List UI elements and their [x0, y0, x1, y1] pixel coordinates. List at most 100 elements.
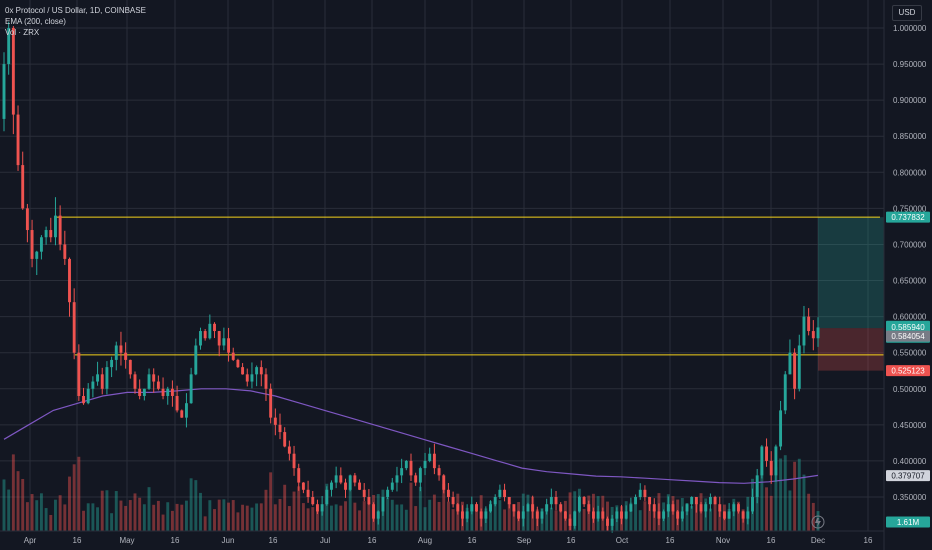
volume-bar: [507, 502, 511, 531]
candle-body: [559, 504, 563, 512]
candle-body: [521, 511, 525, 519]
candle-body: [418, 468, 422, 483]
volume-bar: [423, 507, 427, 531]
volume-bar: [161, 514, 165, 531]
time-tick-label: Jun: [222, 536, 235, 545]
candle-body: [49, 230, 53, 238]
candle-body: [124, 352, 128, 360]
grid-lines: [0, 0, 884, 531]
currency-label[interactable]: USD: [892, 5, 922, 21]
volume-bar: [147, 487, 151, 531]
volume-bar: [72, 464, 76, 531]
candle-body: [769, 460, 773, 476]
volume-indicator-label[interactable]: Vol · ZRX: [5, 28, 40, 37]
volume-bar: [77, 456, 81, 531]
candle-body: [297, 468, 301, 483]
replay-icon[interactable]: [811, 515, 825, 529]
candle-body: [797, 345, 801, 389]
volume-bar: [142, 504, 146, 531]
candle-body: [545, 504, 549, 512]
candle-body: [269, 388, 273, 418]
volume-bar: [114, 491, 118, 531]
volume-bar: [236, 512, 240, 531]
candle-body: [320, 504, 324, 512]
volume-bar: [400, 504, 404, 531]
candle-body: [446, 489, 450, 497]
candle-body: [643, 489, 647, 497]
volume-bar: [470, 505, 474, 531]
ema-indicator-label[interactable]: EMA (200, close): [5, 17, 66, 26]
candle-body: [624, 511, 628, 519]
candle-body: [563, 511, 567, 519]
candle-body: [456, 504, 460, 512]
candle-body: [802, 316, 806, 346]
price-axis[interactable]: 1.000000 0.950000 0.900000 0.850000 0.800000…: [893, 24, 927, 502]
volume-bar: [208, 500, 212, 531]
candle-body: [306, 489, 310, 497]
price-tick-label: 0.550000: [893, 349, 927, 358]
candle-body: [2, 64, 6, 119]
candle-body: [811, 331, 815, 339]
price-tick-label: 0.700000: [893, 240, 927, 249]
volume-bar: [264, 489, 268, 531]
volume-bar: [685, 503, 689, 531]
candle-body: [783, 374, 787, 411]
candle-body: [484, 511, 488, 519]
candle-body: [657, 511, 661, 519]
current-price-text: 0.585940: [891, 323, 925, 332]
entry-price-badge-text: 0.584054: [891, 332, 925, 341]
candle-body: [531, 504, 535, 512]
volume-bar: [152, 504, 156, 531]
candle-body: [816, 327, 820, 339]
volume-bar: [428, 499, 432, 531]
candle-body: [540, 511, 544, 519]
volume-bar: [353, 502, 357, 531]
target-price-badge-bg: [886, 211, 930, 223]
candle-body: [451, 497, 455, 505]
time-tick-label: 16: [269, 536, 278, 545]
volume-bar: [124, 505, 128, 531]
candle-body: [755, 475, 759, 497]
candle-body: [704, 504, 708, 512]
volume-bar: [128, 500, 132, 531]
volume-bar: [278, 498, 282, 531]
candle-body: [353, 475, 357, 483]
candle-body: [217, 331, 221, 346]
candle-body: [245, 374, 249, 382]
candle-body: [348, 475, 352, 490]
price-tick-label: 0.400000: [893, 457, 927, 466]
candle-body: [414, 475, 418, 483]
price-tick-label: 0.800000: [893, 168, 927, 177]
price-tick-label: 0.600000: [893, 313, 927, 322]
volume-bar: [203, 516, 207, 531]
candle-body: [713, 497, 717, 505]
candle-body: [68, 258, 71, 303]
candle-body: [358, 482, 361, 490]
candle-body: [746, 511, 750, 519]
candle-body: [25, 208, 29, 231]
symbol-title[interactable]: 0x Protocol / US Dollar, 1D, COINBASE: [5, 6, 146, 15]
volume-bar: [718, 510, 722, 531]
volume-bar: [222, 499, 226, 531]
candle-body: [231, 352, 235, 360]
candle-body: [737, 504, 740, 512]
ema-value-badge: 0.379707: [886, 470, 930, 482]
candle-body: [587, 504, 591, 512]
candle-body: [255, 367, 259, 375]
candle-body: [283, 432, 287, 447]
volume-bar: [227, 502, 231, 531]
candle-body: [479, 511, 483, 519]
volume-bar: [292, 491, 296, 531]
price-tick-label: 0.650000: [893, 277, 927, 286]
time-axis[interactable]: Apr 16 May 16 Jun 16 Jul 16 Aug 16 Sep 16 Oct 16 Nov 16…: [24, 536, 873, 545]
candle-body: [751, 497, 754, 512]
volume-bar: [306, 508, 310, 531]
candle-body: [615, 511, 619, 519]
volume-bar: [437, 501, 441, 531]
candle-body: [362, 489, 366, 497]
candle-body: [648, 497, 652, 505]
candle-body: [591, 511, 595, 519]
candle-body: [292, 453, 296, 469]
candle-body: [699, 504, 703, 512]
